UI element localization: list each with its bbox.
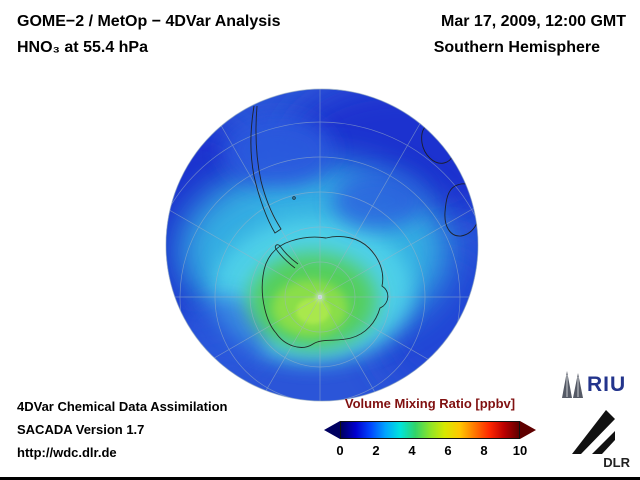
coastline-south-america [250, 105, 282, 234]
dlr-wing-icon [572, 410, 615, 454]
colorbar-tick: 6 [444, 443, 452, 458]
colorbar-right-arrow [520, 421, 536, 439]
riu-logo: RIU [562, 371, 626, 398]
plot-datetime: Mar 17, 2009, 12:00 GMT [441, 13, 626, 30]
assimilation-label: 4DVar Chemical Data Assimilation [17, 399, 228, 414]
colorbar-ticks: 0 2 4 6 8 10 [336, 443, 527, 458]
version-label: SACADA Version 1.7 [17, 422, 145, 437]
cologne-cathedral-icon [562, 371, 583, 398]
field-green-peak [296, 298, 330, 324]
colorbar-left-arrow [324, 421, 340, 439]
header-left: GOME−2 / MetOp − 4DVar Analysis HNO₃ at … [17, 9, 281, 61]
riu-logo-text: RIU [587, 372, 627, 396]
dlr-logo: DLR [572, 410, 630, 470]
coastline-antarctica [261, 236, 389, 348]
coastline-antarctic-peninsula [274, 244, 299, 269]
colorbar-tick: 0 [336, 443, 344, 458]
colorbar-tick: 8 [480, 443, 488, 458]
coastline-island [292, 196, 296, 200]
header-right: Mar 17, 2009, 12:00 GMT Southern Hemisph… [434, 9, 626, 61]
plot-title: GOME−2 / MetOp − 4DVar Analysis [17, 13, 281, 30]
colorbar [324, 421, 536, 439]
colorbar-tick: 4 [408, 443, 416, 458]
plot-subtitle-species: HNO₃ at 55.4 hPa [17, 39, 148, 56]
colorbar-title: Volume Mixing Ratio [ppbv] [344, 396, 516, 411]
dlr-logo-text: DLR [603, 455, 630, 470]
colorbar-tick: 10 [512, 443, 528, 458]
footer-left: 4DVar Chemical Data Assimilation SACADA … [17, 395, 228, 464]
globe-area [163, 86, 481, 404]
url-label: http://wdc.dlr.de [17, 445, 117, 460]
globe-rim [165, 88, 479, 402]
plot-region: Southern Hemisphere [433, 39, 600, 56]
colorbar-tick: 2 [372, 443, 380, 458]
field-blue-notch-mid [333, 173, 423, 229]
hemisphere-map [165, 88, 479, 402]
field-blue-notch-top [223, 116, 333, 186]
colorbar-gradient [340, 421, 520, 439]
bottom-border-bar [0, 477, 640, 480]
